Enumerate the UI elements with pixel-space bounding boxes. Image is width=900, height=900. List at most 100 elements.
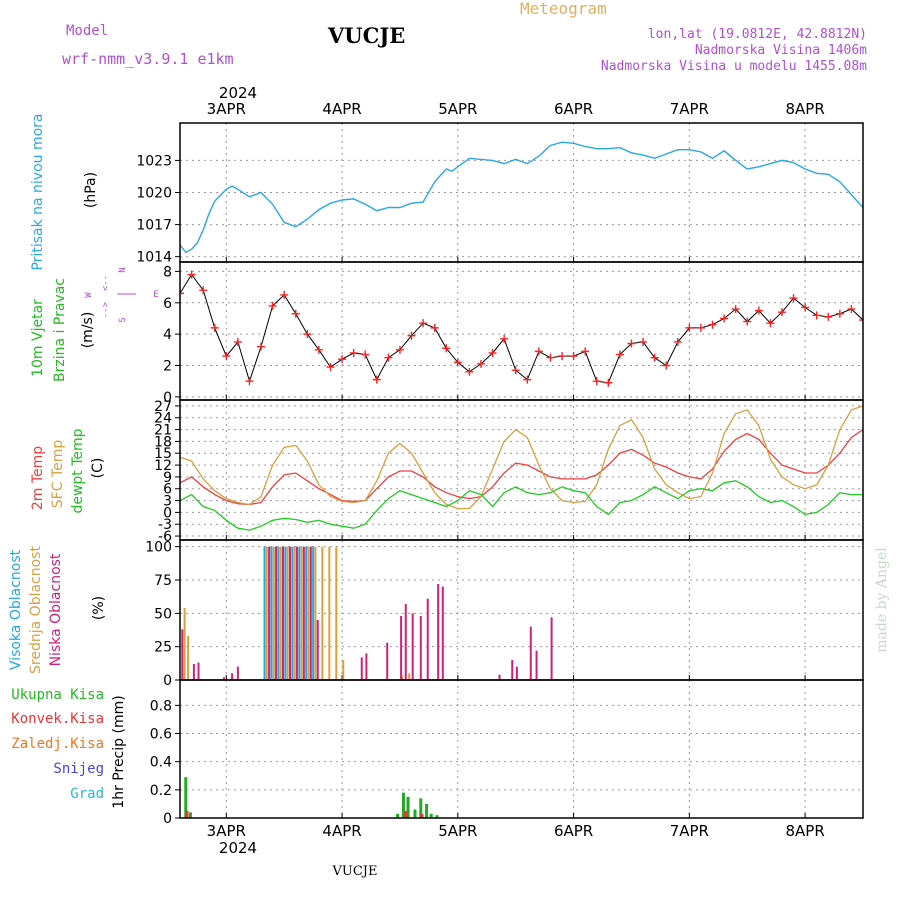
wind-speed-marker (199, 286, 208, 295)
temperature-ytick-label: 24 (154, 411, 172, 427)
temp-sfc-line (180, 405, 863, 510)
compass-n: N (118, 267, 128, 272)
precip-total-bar (406, 796, 410, 818)
model-label: Model (66, 23, 108, 39)
precip-total-bar (413, 809, 417, 818)
bottom-day-label: 4APR (322, 822, 361, 840)
wind-speed-marker (303, 330, 312, 339)
temperature-ytick-label: -6 (158, 529, 172, 545)
bottom-day-label: 3APR (207, 822, 246, 840)
bottom-year: 2024 (219, 839, 257, 857)
pressure-label: Pritisak na nivou mora (30, 113, 46, 270)
wind-speed-marker (187, 270, 196, 279)
wind-speed-marker (523, 375, 532, 384)
precip-key-conv: Konvek.Kisa (11, 711, 104, 727)
wind-speed-marker (349, 348, 358, 357)
cloud-ytick-label: 0 (163, 673, 172, 689)
precip-total-bar (419, 798, 423, 818)
elevation-text: Nadmorska Visina 1406m (695, 43, 867, 58)
compass-w: W (84, 292, 94, 298)
cloud-high-label: Visoka Oblacnost (8, 549, 24, 670)
temp-axis-labels: 2m Temp SFC Temp dewpt Temp (C) (30, 428, 106, 513)
wind-speed-marker (569, 352, 578, 361)
wind-speed-marker (338, 355, 347, 364)
footer-station: VUCJE (332, 864, 378, 879)
wind-speed-marker (361, 350, 370, 359)
pressure-line (180, 141, 863, 254)
wind-speed-marker (662, 361, 671, 370)
station-title: VUCJE (327, 23, 405, 48)
wind-axis-labels: 10m Vjetar Brzina i Pravac (m/s) N W <--… (30, 267, 159, 382)
precip-conv-bar (420, 813, 424, 818)
top-year: 2024 (219, 84, 257, 102)
lonlat-text: lon,lat (19.0812E, 42.8812N) (648, 27, 867, 42)
temperature-ytick-label: 9 (163, 470, 172, 486)
wind-speed-marker (407, 331, 416, 340)
pressure-plot-area (180, 141, 863, 254)
wind-speed-marker (801, 303, 810, 312)
wind-speed-marker (650, 353, 659, 362)
wind-speed-marker (291, 309, 300, 318)
precip-total-bar (188, 812, 192, 818)
wind-label-1: 10m Vjetar (30, 299, 46, 377)
cloud-ytick-label: 25 (154, 640, 172, 656)
pressure-ytick-label: 1017 (136, 218, 172, 234)
chart-panels: 101410171020102302468-6-3036912151821242… (136, 122, 864, 827)
temp-unit: (C) (90, 458, 106, 479)
pressure-ytick-label: 1023 (136, 153, 172, 169)
pressure-panel: 1014 1017 1020 1023 (136, 122, 864, 266)
product-title: Meteogram (520, 0, 607, 18)
temperature-ytick-label: 27 (154, 399, 172, 415)
precip-conv-bar (185, 810, 189, 818)
wind-speed-marker (558, 352, 567, 361)
wind-speed-marker (372, 375, 381, 384)
wind-speed-marker (743, 317, 752, 326)
precip-ytick-label: 0.2 (150, 783, 172, 799)
temperature-ytick-label: 15 (154, 446, 172, 462)
bottom-day-label: 5APR (438, 822, 477, 840)
credit-text: made by Angel (874, 547, 890, 653)
temp-2m-line (180, 429, 863, 506)
temperature-plot-area (180, 405, 863, 531)
wind-speed-marker (685, 323, 694, 332)
temperature-ytick-label: 6 (163, 482, 172, 498)
precip-ytick-label: 0 (163, 811, 172, 827)
wind-speed-marker (812, 311, 821, 320)
precip-total-bar (435, 815, 439, 818)
wind-speed-marker (824, 312, 833, 321)
top-day-label: 6APR (554, 100, 593, 118)
wind-speed-marker (280, 290, 289, 299)
wind-speed-marker (453, 358, 462, 367)
precip-key-frozen: Zaledj.Kisa (11, 736, 104, 752)
wind-frame (179, 261, 864, 401)
compass-w-arrow: <-- (101, 275, 111, 291)
precip-total-bar (396, 813, 400, 818)
cloud-plot-area (180, 546, 863, 680)
temperature-ytick-label: 3 (163, 494, 172, 510)
wind-speed-marker (442, 344, 451, 353)
temp-sfc-label: SFC Temp (50, 440, 66, 509)
wind-speed-marker (754, 306, 763, 315)
wind-speed-marker (639, 337, 648, 346)
precip-panel: 0 0.2 0.4 0.6 0.8 (150, 679, 864, 827)
cloud-panel: 0 25 50 75 100 (145, 539, 864, 689)
wind-speed-marker (673, 337, 682, 346)
temperature-ytick-label: 18 (154, 434, 172, 450)
precip-ytick-label: 0.8 (150, 698, 172, 714)
wind-ytick-label: 0 (163, 390, 172, 406)
wind-speed-marker (627, 339, 636, 348)
wind-plot-area (180, 270, 863, 387)
top-day-label: 3APR (207, 100, 246, 118)
wind-speed-marker (430, 323, 439, 332)
wind-speed-marker (314, 345, 323, 354)
wind-unit: (m/s) (80, 312, 96, 349)
cloud-axis-labels: Visoka Oblacnost Srednja Oblacnost Niska… (8, 546, 107, 674)
bottom-day-label: 7APR (670, 822, 709, 840)
precip-key-snow: Snijeg (53, 761, 104, 777)
wind-speed-marker (777, 308, 786, 317)
top-day-label: 7APR (670, 100, 709, 118)
compass-rose: N W <-- S --> E (84, 267, 159, 322)
wind-speed-marker (180, 289, 184, 298)
